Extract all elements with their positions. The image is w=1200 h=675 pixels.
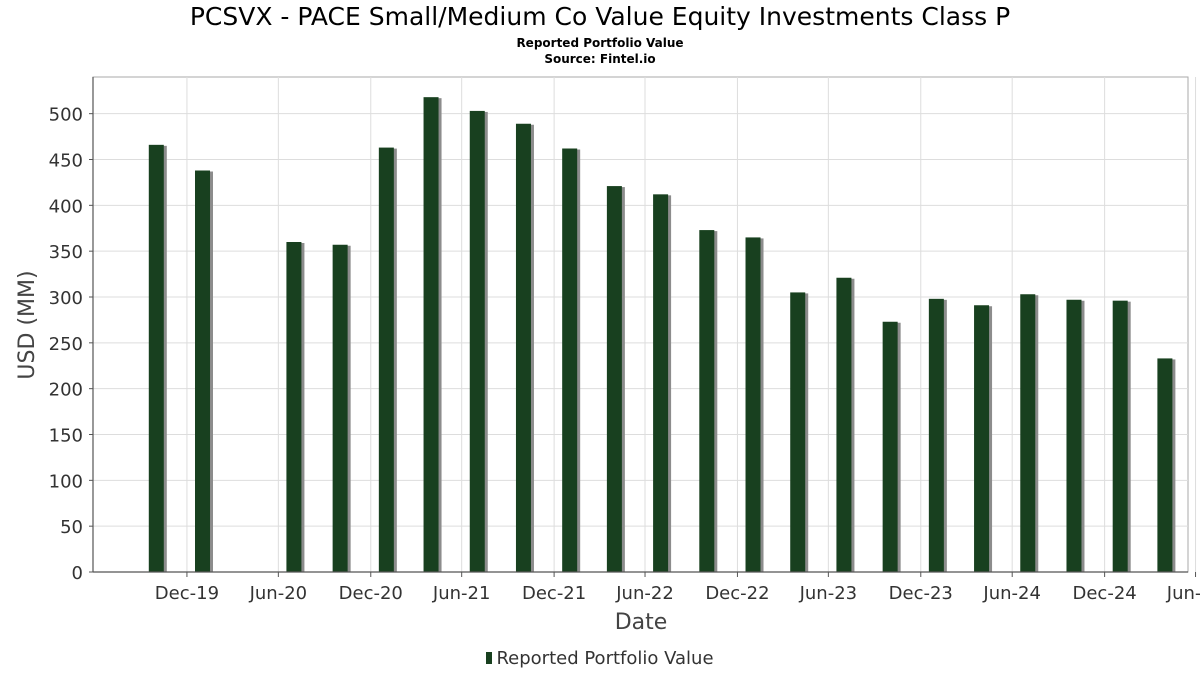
bar [928, 298, 944, 572]
bar [423, 97, 439, 573]
grid [92, 76, 1197, 573]
y-tick-label: 450 [49, 151, 83, 172]
bar [148, 144, 164, 573]
x-tick-label: Dec-20 [339, 583, 403, 604]
bar [882, 321, 898, 572]
chart-source: Source: Fintel.io [544, 52, 656, 66]
bar [562, 148, 578, 572]
bar [1112, 300, 1128, 572]
x-tick-label: Jun-25 [1166, 583, 1200, 604]
axes [89, 77, 1197, 577]
y-tick-label: 0 [72, 563, 83, 584]
bar [836, 277, 852, 572]
legend-swatch [486, 652, 493, 664]
x-tick-label: Jun-22 [615, 583, 674, 604]
bar [606, 186, 622, 573]
x-tick-label: Jun-24 [982, 583, 1041, 604]
bar [699, 230, 715, 573]
bar [790, 292, 806, 572]
x-tick-label: Dec-24 [1073, 583, 1137, 604]
bar [653, 194, 669, 573]
bar [1157, 358, 1173, 572]
y-tick-label: 50 [60, 517, 83, 538]
x-tick-label: Jun-23 [799, 583, 858, 604]
x-tick-label: Dec-19 [155, 583, 219, 604]
bar [195, 170, 210, 572]
y-tick-label: 150 [49, 426, 83, 447]
bar [745, 237, 761, 572]
legend: Reported Portfolio Value [0, 648, 1200, 669]
bar [469, 110, 485, 573]
bar [515, 123, 531, 572]
chart-title: PCSVX - PACE Small/Medium Co Value Equit… [189, 2, 1011, 31]
legend-label: Reported Portfolio Value [496, 648, 714, 669]
x-tick-label: Dec-22 [705, 583, 769, 604]
bar [1020, 294, 1036, 572]
y-tick-label: 250 [49, 334, 83, 355]
y-tick-label: 100 [49, 471, 83, 492]
y-tick-label: 350 [49, 242, 83, 263]
y-tick-label: 500 [49, 105, 83, 126]
bar [378, 147, 394, 573]
y-tick-label: 200 [49, 380, 83, 401]
bar [1066, 299, 1082, 572]
y-tick-label: 400 [49, 196, 83, 217]
bar [974, 305, 990, 572]
x-tick-label: Dec-23 [889, 583, 953, 604]
x-tick-label: Jun-21 [432, 583, 491, 604]
bars [148, 97, 1176, 573]
bar [286, 242, 302, 572]
bar [332, 244, 348, 572]
chart-subtitle: Reported Portfolio Value [516, 36, 684, 50]
tick-labels: 0 50 100 150 200 250 300 350 400 450 500 Dec-19 Jun-… [49, 105, 1200, 604]
x-tick-label: Jun-20 [249, 583, 308, 604]
y-tick-label: 300 [49, 288, 83, 309]
x-axis-label: Date [615, 610, 668, 635]
y-axis-label: USD (MM) [15, 270, 40, 379]
x-tick-label: Dec-21 [522, 583, 586, 604]
